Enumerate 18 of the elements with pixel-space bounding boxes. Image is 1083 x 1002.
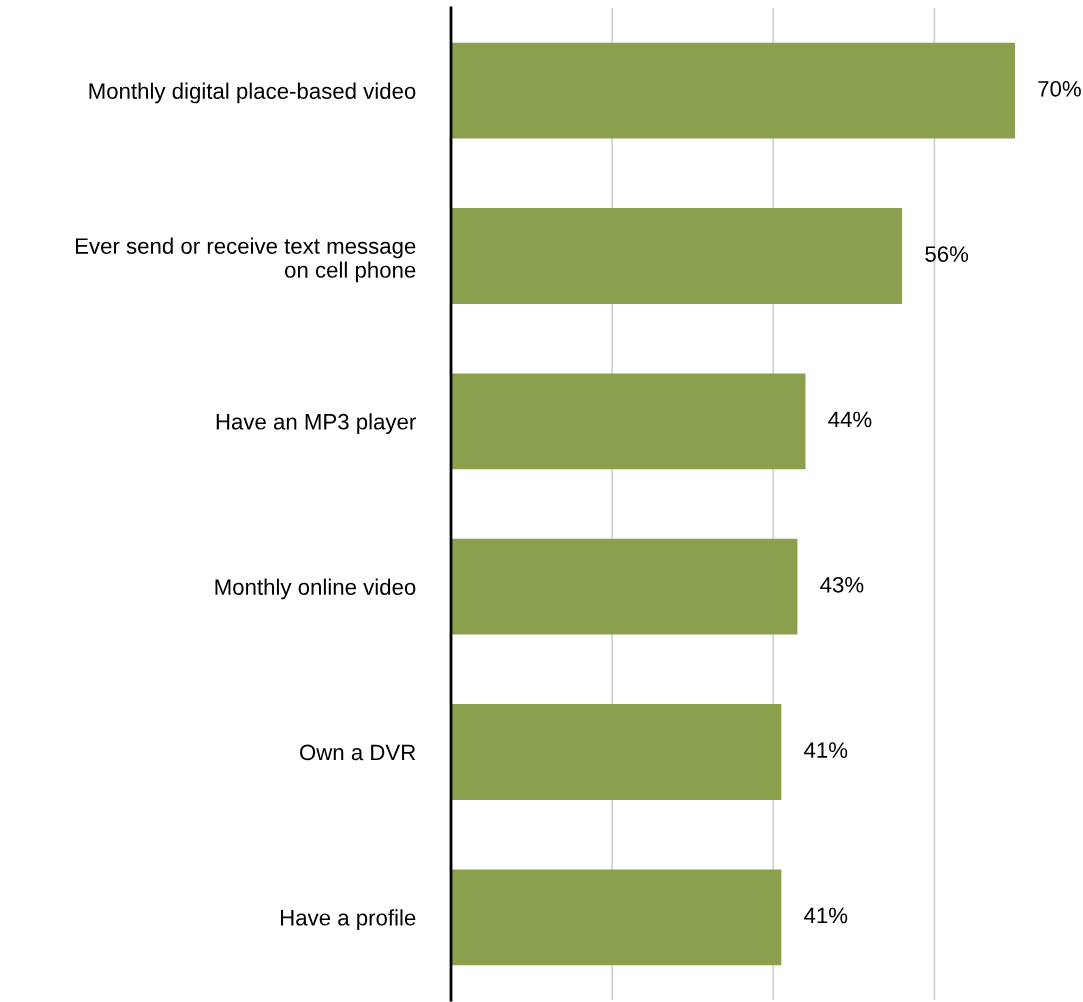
bar — [451, 208, 903, 304]
bar — [451, 42, 1015, 139]
bar — [451, 869, 782, 966]
bar — [451, 373, 806, 470]
y-tick-label: Monthly online video — [215, 578, 416, 600]
y-tick-label: Ever send or receive text message on cell phone — [75, 237, 416, 283]
data-label: 43% — [820, 576, 864, 593]
data-label: 56% — [925, 246, 969, 262]
bar — [451, 704, 782, 800]
y-tick-label: Monthly digital place-based video — [89, 82, 416, 104]
data-label: 44% — [828, 411, 872, 428]
y-tick-label: Own a DVR — [300, 744, 416, 761]
y-tick-label: Have an MP3 player — [216, 413, 416, 434]
data-label: 41% — [804, 742, 848, 758]
data-label: 70% — [1038, 80, 1081, 97]
data-label: 41% — [804, 907, 848, 924]
bar — [451, 538, 798, 635]
y-tick-label: Have a profile — [281, 909, 416, 930]
